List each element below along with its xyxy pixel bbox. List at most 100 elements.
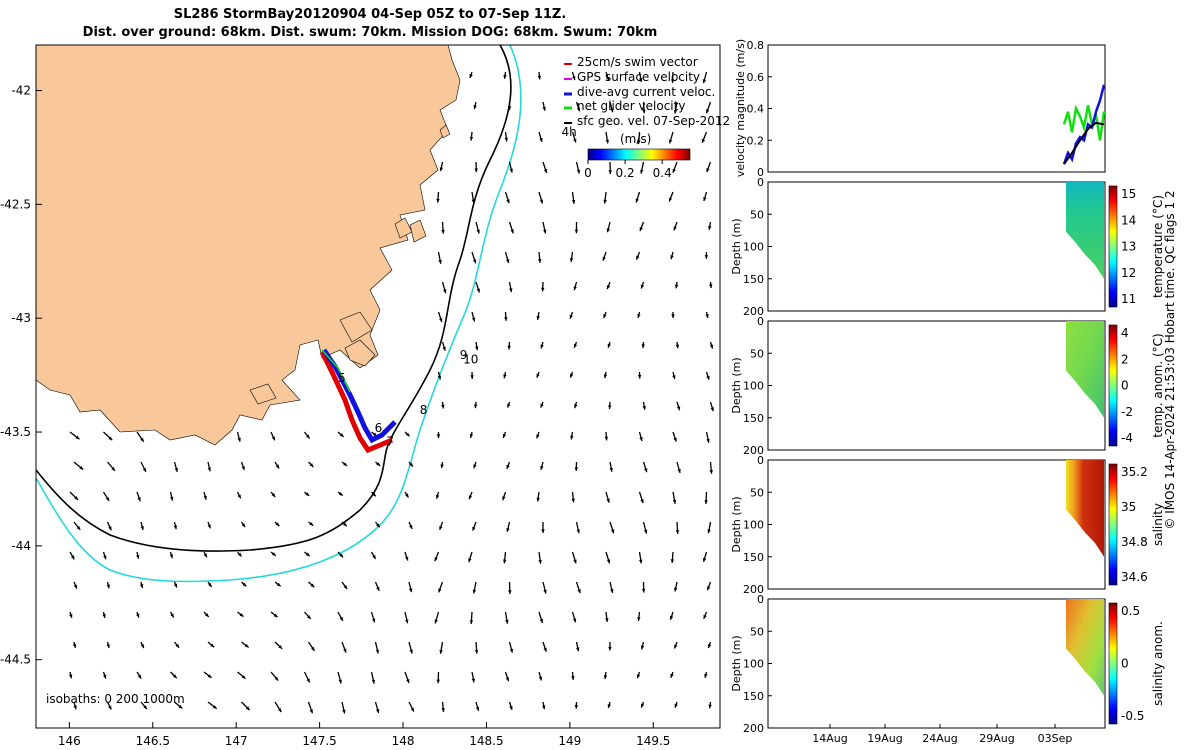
velocity-arrowhead bbox=[539, 199, 544, 204]
velocity-arrowhead bbox=[473, 105, 477, 110]
velocity-arrowhead bbox=[207, 524, 211, 529]
velocity-arrowhead bbox=[570, 435, 574, 440]
velocity-arrowhead bbox=[69, 614, 73, 618]
velocity-arrowhead bbox=[342, 709, 346, 714]
velocity-arrowhead bbox=[670, 255, 674, 260]
velocity-arrowhead bbox=[569, 314, 573, 319]
velocity-arrowhead bbox=[507, 345, 511, 350]
velocity-arrowhead bbox=[406, 679, 410, 684]
velocity-arrowhead bbox=[438, 259, 442, 264]
map-y-tick-label: -44.5 bbox=[0, 653, 31, 667]
isobath-note: isobaths: 0 200 1000m bbox=[46, 692, 185, 706]
velocity-arrowhead bbox=[573, 559, 577, 564]
velocity-panel: 0 0.2 0.4 0.6 0.8 velocity magnitude (m/s) bbox=[734, 39, 1106, 179]
velocity-arrowhead bbox=[505, 619, 509, 624]
map-x-tick-label: 146 bbox=[58, 734, 81, 748]
velocity-arrowhead bbox=[342, 522, 347, 527]
velocity-arrowhead bbox=[669, 615, 674, 620]
velocity-arrowhead bbox=[436, 679, 440, 684]
velocity-arrowhead bbox=[305, 492, 310, 496]
velocity-arrowhead bbox=[468, 495, 473, 500]
velocity-arrowhead bbox=[339, 616, 343, 621]
map-y-tick-label: -44 bbox=[11, 539, 31, 553]
velocity-arrowhead bbox=[441, 708, 445, 712]
velocity-arrowhead bbox=[103, 674, 107, 679]
map-x-tick-label: 148 bbox=[392, 734, 415, 748]
glider-track-net bbox=[321, 349, 351, 393]
velocity-arrowhead bbox=[537, 75, 542, 80]
velocity-arrowhead bbox=[541, 287, 545, 292]
velocity-arrowhead bbox=[670, 673, 674, 678]
velocity-arrowhead bbox=[474, 168, 478, 173]
velocity-y-tick-label: 0.4 bbox=[747, 103, 765, 116]
velocity-arrowhead bbox=[277, 708, 282, 713]
velocity-arrowhead bbox=[68, 674, 73, 679]
velocity-arrowhead bbox=[672, 168, 676, 173]
section-colorbar-label: temp. anom. (°C) bbox=[1151, 333, 1165, 437]
velocity-arrowhead bbox=[706, 109, 710, 114]
velocity-arrowhead bbox=[306, 434, 310, 439]
section-colorbar-tick-label: -4 bbox=[1121, 431, 1133, 445]
section-y-tick-label: 0 bbox=[757, 454, 764, 467]
velocity-arrowhead bbox=[538, 559, 542, 564]
velocity-y-ticks: 0 0.2 0.4 0.6 0.8 bbox=[747, 39, 772, 179]
velocity-arrowhead bbox=[343, 648, 347, 653]
legend-item-sfc: sfc geo. vel. 07-Sep-2012 bbox=[577, 114, 730, 128]
velocity-arrowhead bbox=[707, 529, 711, 534]
velocity-arrowhead bbox=[642, 109, 646, 114]
velocity-arrowhead bbox=[275, 464, 280, 469]
velocity-arrowhead bbox=[668, 139, 673, 144]
legend-item-net: net glider velocity bbox=[577, 99, 685, 113]
velocity-arrowhead bbox=[73, 584, 77, 589]
section-colorbar-tick-label: 34.6 bbox=[1121, 570, 1148, 584]
velocity-arrowhead bbox=[610, 108, 614, 113]
velocity-y-tick-label: 0.8 bbox=[747, 39, 765, 52]
velocity-arrowhead bbox=[536, 316, 540, 320]
velocity-arrowhead bbox=[136, 613, 140, 618]
velocity-arrowhead bbox=[239, 613, 244, 617]
section-colorbar-tick-label: 35 bbox=[1121, 500, 1136, 514]
section-colorbar-label: salinity bbox=[1151, 503, 1165, 546]
section-colorbar-tick-label: 14 bbox=[1121, 213, 1136, 227]
velocity-arrowhead bbox=[605, 139, 609, 144]
velocity-arrowhead bbox=[442, 346, 446, 351]
velocity-arrowhead bbox=[237, 437, 241, 442]
section-colorbar bbox=[1108, 185, 1118, 308]
velocity-arrowhead bbox=[372, 555, 376, 560]
island bbox=[249, 383, 277, 405]
chart-title-line2: Dist. over ground: 68km. Dist. swum: 70k… bbox=[82, 25, 658, 40]
velocity-arrowhead bbox=[476, 288, 480, 293]
velocity-arrowhead bbox=[676, 406, 681, 411]
glider-track-swim bbox=[319, 350, 393, 454]
velocity-arrowhead bbox=[502, 559, 507, 564]
velocity-arrowhead bbox=[636, 255, 640, 260]
section-colorbar-tick-label: 0.5 bbox=[1121, 604, 1140, 618]
velocity-arrowhead bbox=[169, 554, 173, 559]
velocity-arrowhead bbox=[607, 704, 611, 709]
velocity-arrowhead bbox=[441, 404, 445, 409]
velocity-arrowhead bbox=[108, 436, 113, 441]
velocity-arrowhead bbox=[538, 676, 543, 681]
velocity-arrowhead bbox=[376, 586, 380, 591]
velocity-arrowhead bbox=[241, 466, 245, 471]
section-colorbar-tick-label: 12 bbox=[1121, 266, 1136, 280]
track-label: 8 bbox=[420, 403, 428, 417]
velocity-arrowhead bbox=[606, 285, 611, 290]
velocity-arrowhead bbox=[434, 557, 438, 562]
section-y-tick-label: 150 bbox=[743, 551, 764, 564]
velocity-arrowhead bbox=[637, 617, 641, 622]
velocity-arrowhead bbox=[309, 522, 314, 526]
velocity-series bbox=[1062, 84, 1106, 165]
velocity-arrowhead bbox=[503, 74, 507, 79]
velocity-arrowhead bbox=[409, 524, 413, 529]
section-y-tick-label: 150 bbox=[743, 690, 764, 703]
velocity-arrowhead bbox=[237, 552, 242, 557]
map-legend: 25cm/s swim vector GPS surface velocity … bbox=[564, 55, 730, 128]
section-colorbar-label: temperature (°C) bbox=[1151, 195, 1165, 298]
velocity-arrowhead bbox=[607, 343, 611, 348]
legend-item-dive: dive-avg current veloc. bbox=[577, 85, 715, 99]
velocity-arrowhead bbox=[675, 344, 680, 349]
land-tasmania bbox=[36, 45, 461, 446]
velocity-arrowhead bbox=[271, 436, 275, 441]
section-colorbar-tick-label: 34.8 bbox=[1121, 535, 1148, 549]
